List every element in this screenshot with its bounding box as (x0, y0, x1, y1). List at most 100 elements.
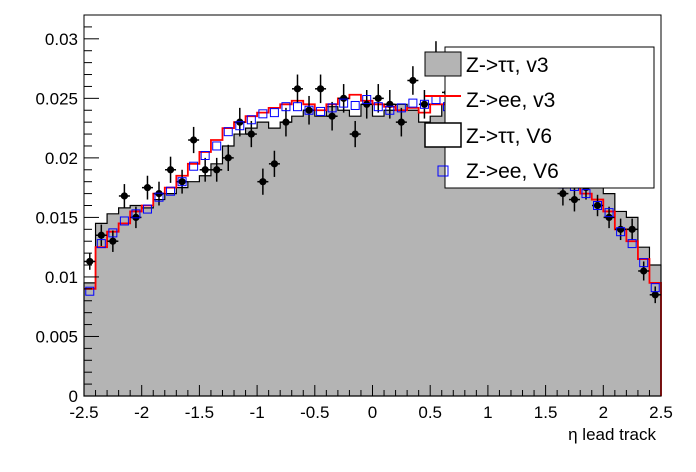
series-2-point-24 (361, 90, 373, 119)
series-2-marker-45 (605, 213, 613, 222)
series-3-marker-18 (292, 102, 302, 112)
series-3-marker-48 (639, 258, 649, 268)
series-2-marker-44 (593, 201, 602, 210)
series-3-marker-49 (650, 283, 660, 293)
series-2-marker-3 (120, 192, 128, 200)
legend-swatch-0 (424, 51, 462, 77)
x-tick-label: -2 (134, 403, 149, 422)
series-2-point-15 (257, 168, 269, 195)
series-3-marker-29 (419, 99, 429, 109)
series-2-point-10 (199, 157, 211, 182)
series-2-marker-12 (224, 154, 232, 162)
series-3-marker-0 (85, 286, 95, 296)
series-2-marker-29 (420, 100, 429, 108)
x-tick-label: 0.5 (418, 403, 442, 422)
series-2-marker-41 (559, 189, 567, 198)
series-2-marker-14 (247, 130, 255, 138)
series-3-marker-17 (281, 102, 291, 112)
x-tick-label: -1.5 (185, 403, 214, 422)
series-2-marker-47 (628, 225, 636, 233)
series-3-marker-46 (616, 227, 626, 237)
legend-swatch-3 (437, 165, 449, 177)
series-3-marker-20 (316, 106, 326, 116)
series-2-point-9 (188, 126, 200, 154)
series-2-marker-22 (340, 94, 348, 102)
series-3-marker-11 (212, 141, 222, 151)
series-2-point-49 (649, 286, 661, 304)
series-2-marker-21 (328, 112, 336, 120)
series-2-marker-19 (305, 106, 313, 114)
series-2-marker-0 (86, 257, 94, 266)
series-3-marker-45 (604, 208, 614, 218)
legend-box (444, 46, 655, 189)
series-2-point-3 (118, 184, 130, 208)
series-2-point-42 (568, 187, 580, 212)
series-3-marker-43 (581, 189, 591, 199)
x-tick-label: 1 (483, 403, 492, 422)
series-2-point-12 (222, 144, 234, 171)
series-3-marker-12 (223, 127, 233, 137)
series-2-point-25 (372, 84, 384, 113)
series-3-marker-2 (108, 228, 118, 238)
series-3-marker-10 (200, 150, 210, 160)
series-2-marker-20 (316, 85, 325, 93)
x-tick-label: 0 (368, 403, 377, 422)
series-3-marker-44 (593, 201, 603, 210)
series-3-marker-26 (385, 105, 395, 115)
series-2-point-7 (165, 156, 177, 183)
series-2-marker-11 (213, 166, 221, 174)
series-2-point-21 (326, 101, 338, 131)
series-2-marker-28 (409, 76, 417, 85)
x-tick-label: 2 (599, 403, 608, 422)
series-3-marker-7 (166, 186, 176, 196)
series-3-marker-23 (350, 100, 360, 110)
x-tick-label: 2.5 (649, 403, 673, 422)
series-2-point-23 (349, 120, 361, 148)
series-2-point-11 (211, 157, 223, 182)
series-2-point-27 (395, 107, 407, 137)
legend-swatch-2 (424, 122, 462, 148)
series-2-point-41 (557, 181, 569, 206)
series-3-marker-4 (131, 209, 141, 219)
series-3-marker-27 (396, 103, 406, 113)
series-2-marker-16 (270, 160, 279, 168)
y-tick-label: 0.03 (45, 30, 78, 49)
series-2-marker-25 (374, 94, 382, 102)
series-2-marker-2 (109, 237, 117, 245)
series-2-marker-8 (178, 178, 186, 186)
series-2-point-28 (407, 66, 419, 95)
series-2-point-22 (338, 84, 350, 113)
series-3-marker-9 (189, 161, 199, 171)
series-3-marker-28 (408, 98, 418, 108)
series-2-marker-10 (201, 166, 209, 174)
legend-label-3: Z->ee, V6 (466, 160, 559, 183)
series-3-marker-5 (142, 204, 152, 214)
series-3-marker-3 (119, 216, 129, 226)
legend-label-1: Z->ee, v3 (466, 89, 555, 112)
series-2-point-47 (626, 218, 638, 241)
x-tick-label: -0.5 (300, 403, 329, 422)
x-tick-label: -2.5 (69, 403, 98, 422)
series-3-marker-14 (246, 115, 256, 125)
series-3-marker-19 (304, 105, 314, 115)
series-2-point-0 (84, 253, 96, 270)
series-2-marker-9 (190, 136, 198, 144)
series-2-marker-17 (282, 118, 290, 126)
series-2-marker-26 (386, 100, 394, 108)
series-2-marker-46 (617, 225, 625, 233)
series-2-point-18 (291, 74, 303, 104)
series-2-point-17 (280, 107, 292, 137)
series-3-marker-6 (154, 192, 164, 202)
series-3-marker-21 (327, 103, 337, 113)
series-3-marker-16 (269, 108, 279, 118)
series-2-point-48 (638, 261, 650, 281)
series-2-marker-18 (293, 85, 302, 93)
series-3-marker-24 (362, 95, 372, 105)
y-axis: 0 0.005 0.01 0.015 0.02 0.025 0.03 (35, 14, 99, 406)
series-2-marker-5 (143, 184, 152, 192)
x-axis: -2.5 -2 -1.5 -1 -0.5 0 0.5 1 1.5 2 2.5 (69, 385, 673, 422)
y-tick-label: 0.005 (35, 327, 78, 346)
series-3-marker-47 (627, 239, 637, 249)
y-tick-label: 0.015 (35, 208, 78, 227)
